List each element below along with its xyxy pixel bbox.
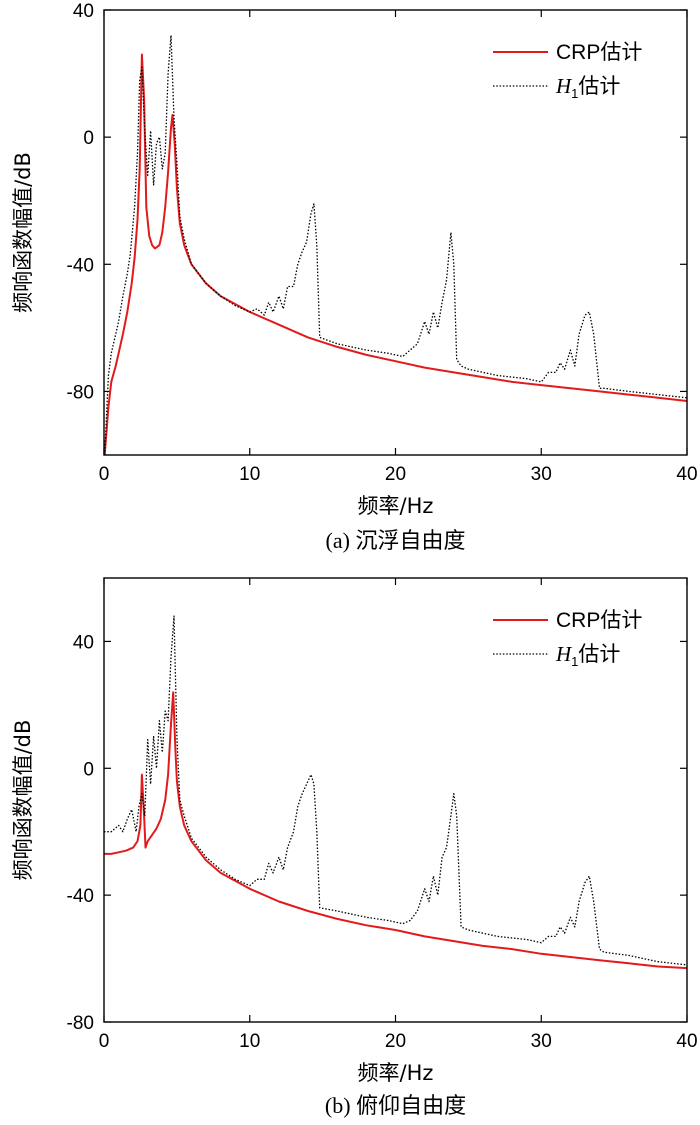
series-line-crp xyxy=(104,53,687,455)
series-line-crp xyxy=(104,691,687,970)
x-axis-title: 频率/Hz xyxy=(358,494,434,518)
y-tick-label: -40 xyxy=(67,886,94,907)
legend-label: H1估计 xyxy=(555,642,620,669)
y-tick-label: -80 xyxy=(67,1013,94,1034)
x-tick-label: 30 xyxy=(531,464,552,485)
y-tick-label: 0 xyxy=(83,128,94,149)
legend-label: CRP估计 xyxy=(556,41,642,64)
y-tick-label: -40 xyxy=(67,255,94,276)
x-tick-label: 0 xyxy=(99,464,110,485)
y-axis-title: 频响函数幅值/dB xyxy=(11,152,35,313)
x-tick-label: 40 xyxy=(676,1031,697,1052)
x-tick-label: 20 xyxy=(385,464,406,485)
x-tick-label: 20 xyxy=(385,1031,406,1052)
legend-label: H1估计 xyxy=(555,74,620,101)
x-tick-label: 10 xyxy=(239,1031,260,1052)
x-axis-title: 频率/Hz xyxy=(358,1061,434,1085)
y-tick-label: 0 xyxy=(83,759,94,780)
legend: CRP估计 H1估计 xyxy=(493,609,642,669)
x-tick-label: 0 xyxy=(99,1031,110,1052)
series-line-h1 xyxy=(104,615,687,966)
y-axis-title: 频响函数幅值/dB xyxy=(11,720,35,881)
legend-label: CRP估计 xyxy=(556,609,642,632)
y-tick-label: 40 xyxy=(73,632,94,653)
y-tick-label: 40 xyxy=(73,1,94,22)
plot-frame xyxy=(103,9,688,456)
figure-caption: (b) 俯仰自由度 xyxy=(325,1093,466,1118)
plot-frame xyxy=(103,577,688,1023)
x-tick-label: 40 xyxy=(676,464,697,485)
x-tick-label: 30 xyxy=(531,1031,552,1052)
series-line-h1 xyxy=(104,34,687,455)
x-tick-label: 10 xyxy=(239,464,260,485)
figure-caption: (a) 沉浮自由度 xyxy=(326,528,466,553)
y-tick-label: -80 xyxy=(67,382,94,403)
legend: CRP估计 H1估计 xyxy=(493,41,642,101)
